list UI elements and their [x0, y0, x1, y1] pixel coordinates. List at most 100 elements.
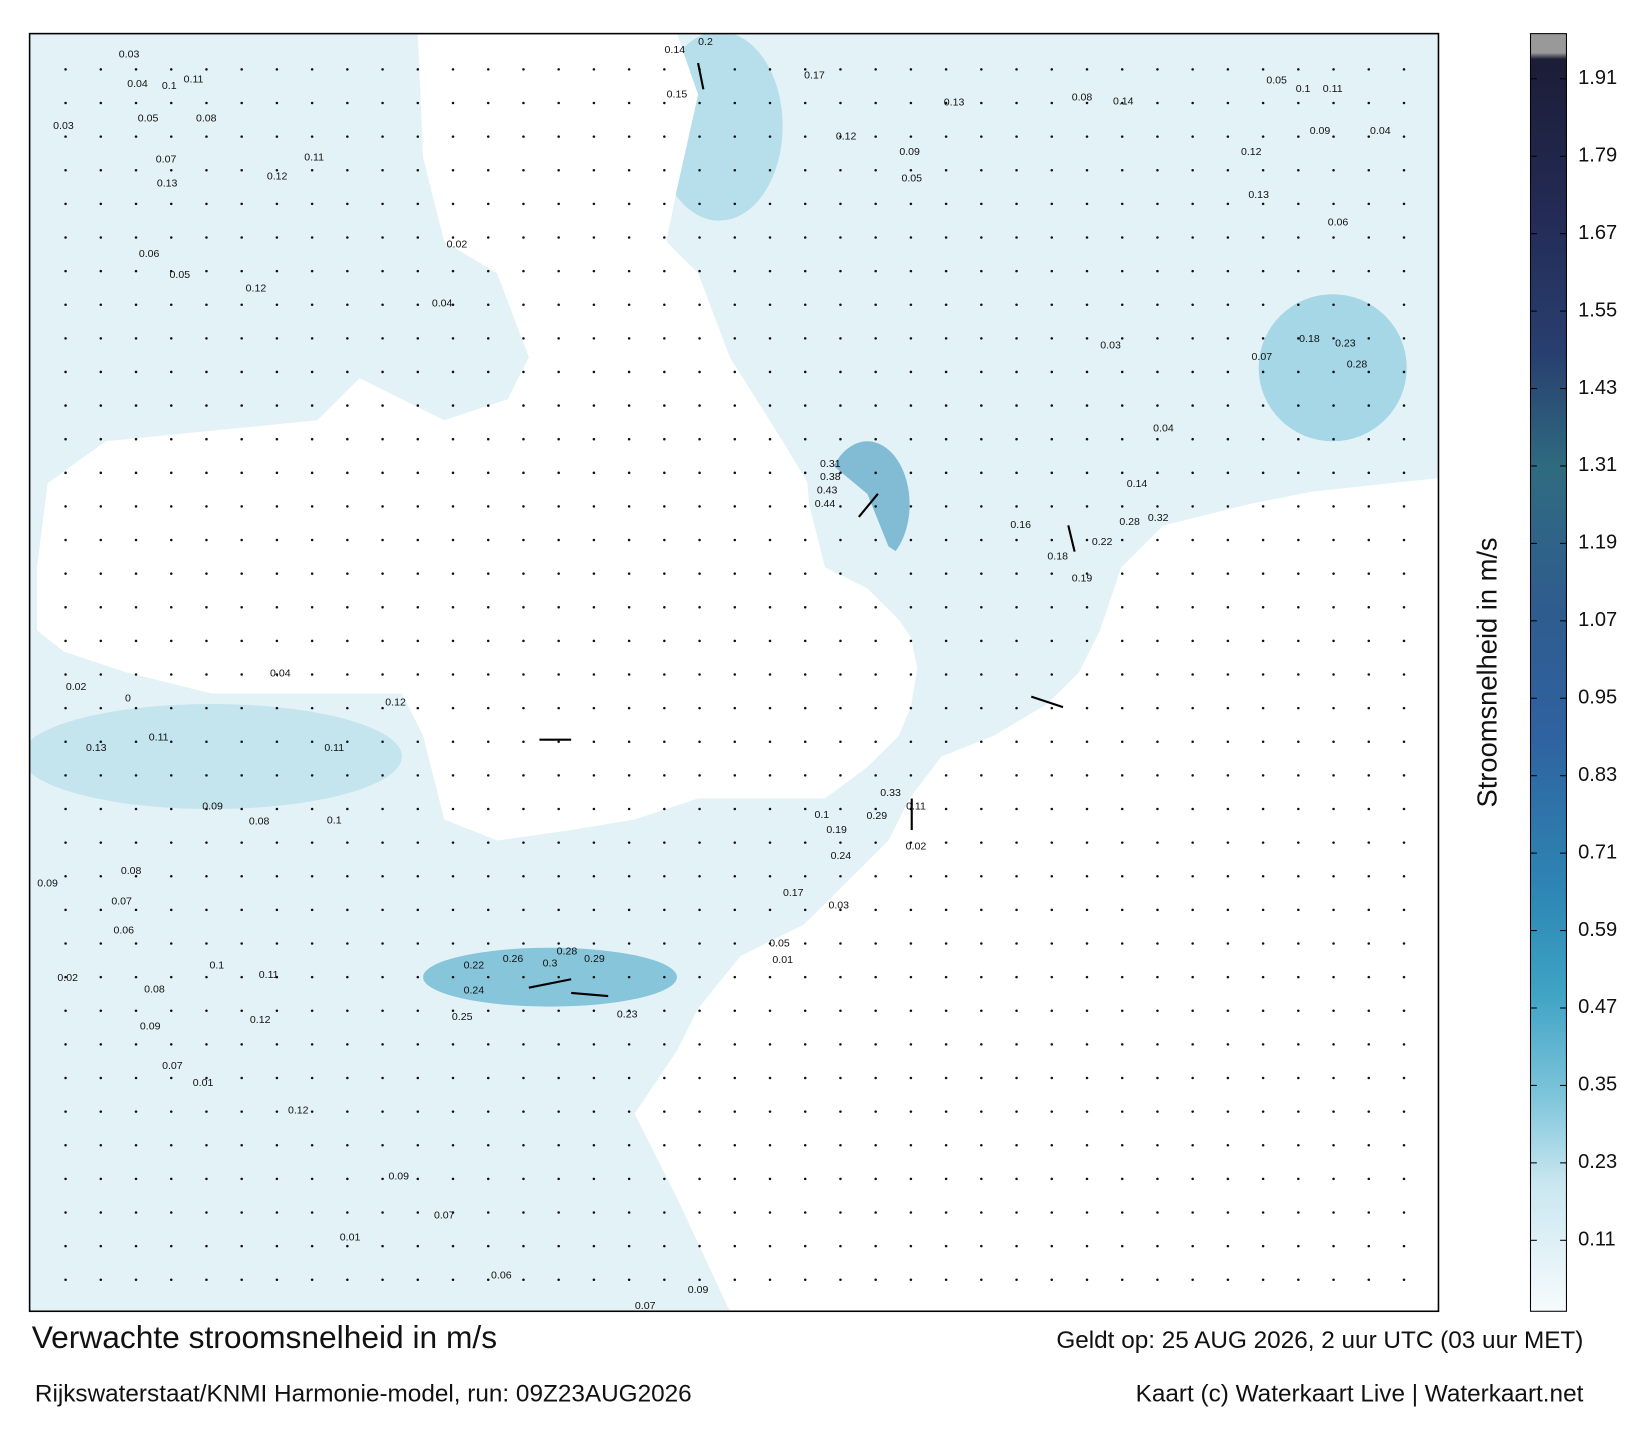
grid-dot: [980, 202, 983, 206]
grid-dot: [205, 1076, 208, 1080]
grid-dot: [944, 236, 948, 239]
grid-dot: [451, 606, 455, 609]
grid-dot: [768, 437, 772, 441]
grid-dot: [909, 673, 913, 676]
grid-dot: [1367, 875, 1371, 878]
grid-dot: [1367, 807, 1371, 811]
grid-dot: [698, 337, 701, 340]
grid-dot: [557, 942, 560, 945]
grid-dot: [698, 1244, 701, 1248]
grid-dot: [592, 908, 596, 912]
grid-dot: [486, 740, 490, 744]
grid-dot: [1050, 774, 1054, 777]
grid-dot: [522, 101, 525, 105]
grid-dot: [1367, 740, 1371, 744]
grid-dot: [310, 606, 314, 609]
grid-dot: [64, 572, 67, 575]
grid-dot: [1156, 706, 1159, 710]
grid-dot: [1156, 269, 1159, 273]
grid-dot: [416, 1244, 420, 1248]
grid-dot: [1191, 303, 1194, 306]
grid-dot: [663, 202, 666, 206]
grid-dot: [486, 774, 490, 777]
grid-dot: [310, 975, 314, 979]
grid-dot: [1085, 673, 1089, 676]
grid-dot: [1120, 135, 1124, 138]
grid-dot: [1332, 370, 1335, 374]
grid-dot: [205, 168, 208, 172]
grid-dot: [1332, 1278, 1335, 1282]
grid-dot: [1261, 875, 1265, 878]
grid-dot: [64, 1009, 67, 1013]
grid-dot: [944, 908, 948, 912]
grid-dot: [1120, 538, 1124, 542]
grid-dot: [99, 1244, 103, 1248]
grid-dot: [310, 303, 314, 306]
grid-dot: [169, 807, 173, 811]
grid-dot: [1191, 1144, 1194, 1147]
grid-dot: [909, 740, 913, 744]
valid-time: Geldt op: 25 AUG 2026, 2 uur UTC (03 uur…: [1056, 1327, 1583, 1354]
grid-dot: [733, 303, 737, 306]
grid-dot: [381, 673, 384, 676]
grid-dot: [627, 370, 631, 374]
grid-dot: [874, 168, 877, 172]
grid-dot: [1120, 1043, 1124, 1046]
grid-dot: [874, 673, 877, 676]
grid-dot: [1085, 807, 1089, 811]
grid-dot: [169, 1144, 173, 1147]
grid-dot: [1332, 236, 1335, 239]
grid-dot: [1402, 1076, 1406, 1080]
grid-dot: [627, 942, 631, 945]
grid-dot: [1332, 673, 1335, 676]
grid-dot: [1261, 471, 1265, 475]
grid-dot: [64, 841, 67, 844]
grid-dot: [1050, 1110, 1054, 1113]
grid-dot: [346, 538, 349, 542]
grid-dot: [240, 673, 243, 676]
grid-dot: [980, 942, 983, 945]
grid-dot: [803, 337, 807, 340]
grid-dot: [451, 1177, 455, 1181]
grid-dot: [275, 269, 279, 273]
grid-dot: [1085, 236, 1089, 239]
grid-dot: [839, 1076, 842, 1080]
speed-label: 0.18: [1299, 333, 1320, 345]
grid-dot: [1085, 538, 1089, 542]
grid-dot: [1085, 639, 1089, 643]
speed-label: 0.12: [267, 170, 288, 182]
grid-dot: [240, 740, 243, 744]
grid-dot: [1332, 942, 1335, 945]
grid-dot: [346, 639, 349, 643]
grid-dot: [522, 673, 525, 676]
grid-dot: [1297, 1043, 1300, 1046]
grid-dot: [1015, 875, 1018, 878]
grid-dot: [522, 1009, 525, 1013]
grid-dot: [592, 572, 596, 575]
grid-dot: [980, 101, 983, 105]
grid-dot: [944, 1009, 948, 1013]
speed-label: 0.03: [828, 900, 849, 912]
grid-dot: [1015, 639, 1018, 643]
grid-dot: [1226, 639, 1230, 643]
grid-dot: [522, 706, 525, 710]
grid-dot: [909, 1177, 913, 1181]
colorbar-tick-label: 0.95: [1578, 687, 1617, 709]
grid-dot: [1226, 975, 1230, 979]
grid-dot: [592, 740, 596, 744]
grid-dot: [698, 875, 701, 878]
speed-label: 0.1: [162, 80, 177, 92]
grid-dot: [381, 236, 384, 239]
grid-dot: [486, 1110, 490, 1113]
grid-dot: [1120, 404, 1124, 407]
grid-dot: [1191, 269, 1194, 273]
grid-dot: [1120, 437, 1124, 441]
grid-dot: [663, 1278, 666, 1282]
grid-dot: [980, 1009, 983, 1013]
grid-dot: [346, 1278, 349, 1282]
grid-dot: [381, 639, 384, 643]
grid-dot: [627, 404, 631, 407]
grid-dot: [310, 202, 314, 206]
grid-dot: [451, 841, 455, 844]
speed-label: 0.07: [111, 895, 132, 907]
